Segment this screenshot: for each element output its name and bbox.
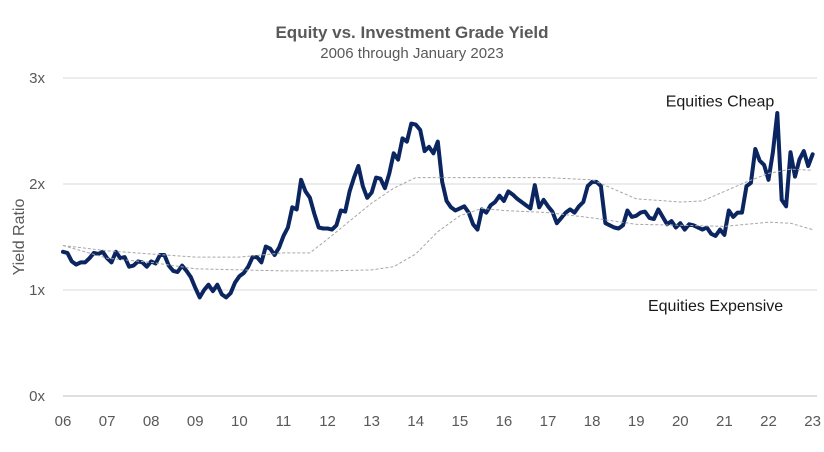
band-line-1 (62, 168, 813, 258)
y-axis-ticks: 0x 1x 2x 3x (29, 70, 45, 405)
x-tick-label: 17 (540, 413, 557, 430)
y-tick-label: 3x (29, 70, 45, 87)
x-tick-label: 23 (804, 413, 821, 430)
gridlines (63, 77, 817, 397)
x-tick-label: 15 (451, 413, 468, 430)
x-tick-label: 18 (584, 413, 601, 430)
band-line-2 (62, 207, 813, 272)
x-tick-label: 07 (99, 413, 116, 430)
y-tick-label: 1x (29, 282, 45, 299)
y-tick-label: 2x (29, 176, 45, 193)
x-tick-label: 13 (363, 413, 380, 430)
x-tick-label: 11 (276, 413, 292, 430)
annotation-layer: Equities Cheap Equities Expensive (648, 93, 783, 315)
annotation-label: Equities Expensive (648, 298, 783, 315)
x-tick-label: 08 (143, 413, 160, 430)
x-tick-label: 10 (231, 413, 248, 430)
x-tick-label: 14 (407, 413, 424, 430)
x-tick-label: 22 (760, 413, 777, 430)
series-layer (61, 111, 815, 300)
chart-subtitle: 2006 through January 2023 (320, 45, 503, 62)
x-axis-ticks: 06 07 08 09 10 11 12 13 14 15 16 17 18 19 20 21 22 23 (55, 413, 821, 430)
yield-ratio-line (61, 111, 815, 300)
x-tick-label: 06 (55, 413, 72, 430)
y-tick-label: 0x (29, 388, 45, 405)
x-tick-label: 19 (628, 413, 645, 430)
x-tick-label: 21 (716, 413, 733, 430)
y-axis-label: Yield Ratio (11, 199, 28, 276)
chart-title: Equity vs. Investment Grade Yield (275, 23, 548, 42)
annotation-label: Equities Cheap (666, 93, 775, 110)
x-tick-label: 09 (187, 413, 204, 430)
x-tick-label: 16 (496, 413, 513, 430)
x-tick-label: 12 (319, 413, 336, 430)
x-tick-label: 20 (672, 413, 689, 430)
